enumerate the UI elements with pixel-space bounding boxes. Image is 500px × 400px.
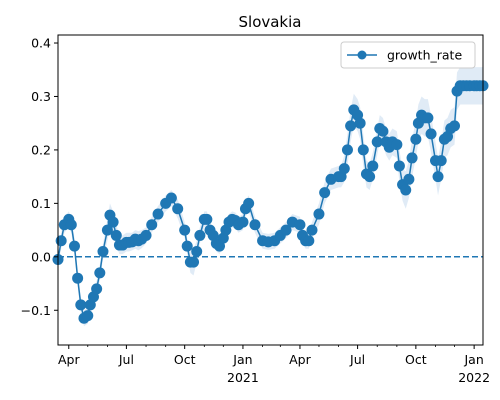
x-tick-label: Apr [289,352,311,367]
growth-rate-point [410,133,422,145]
growth-rate-point [294,219,306,231]
x-tick-label: Jul [118,352,134,367]
growth-rate-point [303,235,315,247]
growth-rate-point [391,139,403,151]
growth-rate-point [82,310,94,322]
x-tick-year-label: 2021 [227,370,259,385]
growth-rate-point [75,299,87,311]
growth-rate-point [341,144,353,156]
growth-rate-point [357,144,369,156]
series-layer [52,80,489,324]
growth-rate-point [201,213,213,225]
confidence-band-layer [58,67,483,327]
growth-rate-point [406,152,418,164]
x-tick-year-label: 2022 [458,370,490,385]
growth-rate-point [313,208,325,220]
x-tick-label: Oct [174,352,196,367]
growth-rate-point [181,240,193,252]
legend-label: growth_rate [387,48,462,63]
growth-rate-point [319,187,331,199]
legend-box [340,41,476,69]
growth-rate-point [403,173,415,185]
y-tick-label: 0.1 [31,196,51,211]
growth-rate-point [425,128,437,140]
growth-rate-point [165,192,177,204]
growth-rate-point [280,224,292,236]
growth-rate-point [65,219,77,231]
legend: growth_rate [340,41,476,69]
growth-rate-point [152,208,164,220]
x-tick-label: Jul [349,352,365,367]
growth-rate-point [91,283,103,295]
growth-rate-point [393,160,405,172]
growth-rate-point [377,125,389,137]
plot-frame [57,34,484,346]
growth-rate-point [68,240,80,252]
growth-rate-point [140,229,152,241]
legend-marker-icon [357,50,367,60]
growth-rate-point [345,120,357,132]
growth-rate-point [422,112,434,124]
growth-rate-point [146,219,158,231]
growth-rate-point [188,256,200,268]
x-tick-label: Jan [232,352,252,367]
growth-rate-point [435,155,447,167]
growth-rate-point [371,136,383,148]
x-tick-label: Jan [463,352,483,367]
growth-rate-point [191,245,203,257]
growth-rate-point [338,163,350,175]
growth-rate-point [243,197,255,209]
growth-rate-point [101,224,113,236]
x-tick-label: Apr [58,352,80,367]
growth-rate-point [172,203,184,215]
growth-rate-point [449,120,460,132]
growth-rate-point [367,160,379,172]
x-axis: Apr Jul Oct Jan 2021 Apr Jul Oct Jan 2022 [58,345,490,385]
y-tick-label: 0.0 [31,249,51,264]
y-tick-label: 0.2 [31,142,51,157]
y-tick-label: −0.1 [21,303,51,318]
growth-rate-point [306,224,318,236]
growth-rate-point [72,272,84,284]
growth-rate-point [110,229,122,241]
growth-rate-point [97,245,109,257]
y-tick-label: 0.4 [31,36,51,51]
growth-rate-point [107,216,119,228]
growth-rate-point [194,229,206,241]
growth-rate-point [94,267,106,279]
confidence-band [58,67,483,327]
y-axis: −0.1 0.0 0.1 0.2 0.3 0.4 [21,36,58,318]
growth-rate-point [364,171,376,183]
growth-rate-point [249,219,261,231]
growth-rate-point [55,235,67,247]
x-tick-label: Oct [405,352,427,367]
growth-rate-point [179,224,191,236]
growth-rate-point [354,117,366,129]
chart-title: Slovakia [239,13,302,31]
y-tick-label: 0.3 [31,89,51,104]
growth-rate-point [237,216,249,228]
growth-rate-point [400,184,412,196]
growth-rate-point [432,171,444,183]
